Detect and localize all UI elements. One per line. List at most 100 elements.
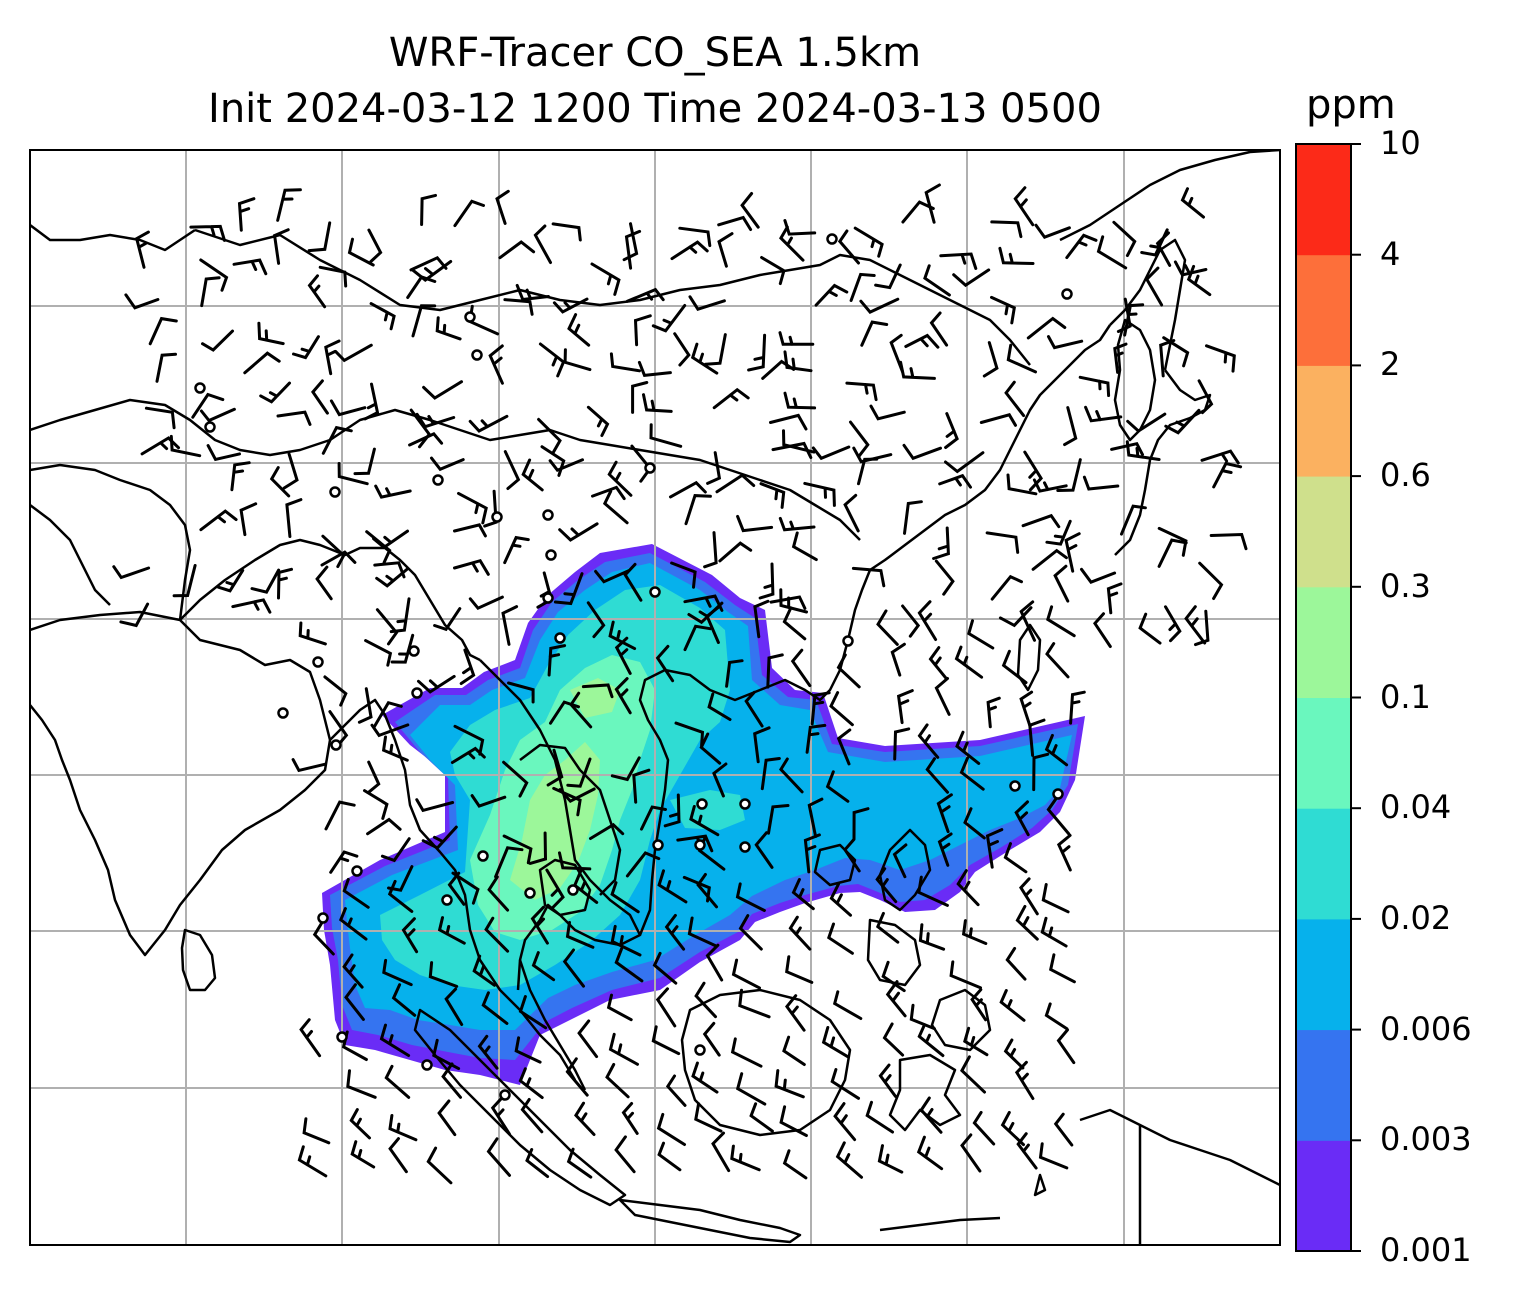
china-north-coast bbox=[1109, 238, 1187, 371]
calm-wind-marker bbox=[464, 311, 476, 323]
wind-barb bbox=[1197, 379, 1214, 415]
wind-barb bbox=[349, 1108, 371, 1140]
colorbar-segment bbox=[1296, 1029, 1351, 1141]
wind-barb bbox=[785, 955, 814, 984]
wind-barb bbox=[1110, 441, 1144, 457]
wind-barb bbox=[282, 452, 299, 490]
wind-barb bbox=[1126, 412, 1167, 433]
calm-wind-marker bbox=[204, 421, 216, 433]
wind-barb bbox=[321, 425, 353, 455]
wind-barb bbox=[664, 913, 686, 951]
wind-barb bbox=[779, 588, 808, 614]
wind-barb bbox=[875, 867, 898, 904]
wind-barb bbox=[1096, 235, 1128, 270]
wind-barb bbox=[878, 1063, 897, 1098]
wind-barb bbox=[486, 1137, 511, 1177]
wind-barb bbox=[849, 272, 876, 302]
wind-barb bbox=[902, 443, 942, 461]
wind-barb bbox=[347, 237, 375, 267]
wind-barb bbox=[890, 642, 906, 677]
wind-barb bbox=[769, 413, 808, 431]
wind-barb bbox=[917, 723, 940, 759]
wind-barb bbox=[140, 436, 180, 456]
wind-barb bbox=[655, 987, 677, 1028]
wind-barb bbox=[990, 220, 1023, 239]
philippines-visayas bbox=[866, 918, 922, 987]
wind-barb bbox=[632, 768, 651, 804]
wind-barb bbox=[409, 255, 448, 272]
plume-level-6 bbox=[510, 742, 600, 900]
wind-barb bbox=[1138, 612, 1162, 645]
wind-barb bbox=[574, 1101, 596, 1136]
wind-barb bbox=[830, 1068, 860, 1100]
colorbar-segment bbox=[1296, 365, 1351, 477]
wind-barb bbox=[372, 700, 403, 729]
wind-barb bbox=[955, 730, 981, 765]
wind-barb bbox=[1045, 519, 1072, 546]
wind-barb bbox=[1021, 513, 1061, 529]
wind-barb bbox=[1116, 297, 1132, 333]
wind-barb bbox=[537, 417, 562, 455]
wind-barb bbox=[934, 677, 951, 716]
wind-barb bbox=[1205, 344, 1236, 373]
wind-barb bbox=[859, 297, 900, 314]
himalaya-border bbox=[179, 538, 481, 662]
wind-barb bbox=[239, 502, 258, 537]
wind-barb bbox=[530, 905, 549, 945]
wind-barb bbox=[1056, 458, 1082, 492]
wind-barb bbox=[803, 481, 836, 507]
wind-barb bbox=[1212, 461, 1243, 489]
wind-barb bbox=[916, 1135, 944, 1171]
colorbar-segment bbox=[1296, 918, 1351, 1031]
wind-barb bbox=[825, 770, 850, 803]
wind-barb bbox=[909, 1003, 936, 1031]
wind-barb bbox=[1082, 475, 1120, 491]
wind-barb bbox=[389, 597, 411, 634]
wind-barb bbox=[1080, 567, 1117, 585]
wind-barb bbox=[782, 606, 807, 641]
calm-wind-marker bbox=[842, 635, 854, 647]
wind-barb bbox=[967, 619, 995, 650]
wind-barb bbox=[1015, 904, 1039, 941]
wind-barb bbox=[625, 287, 665, 303]
wind-barb bbox=[782, 1035, 806, 1066]
wind-barb bbox=[851, 566, 886, 588]
wind-barb bbox=[346, 1069, 377, 1099]
wind-barb bbox=[631, 381, 649, 414]
wind-barb bbox=[656, 1112, 686, 1146]
colorbar-segment bbox=[1296, 1140, 1351, 1252]
wind-barb bbox=[730, 1037, 763, 1068]
calm-wind-marker bbox=[194, 382, 206, 394]
wind-barb bbox=[191, 392, 225, 419]
wind-barb bbox=[390, 633, 415, 664]
wind-barb bbox=[952, 268, 991, 288]
wind-barb bbox=[1069, 690, 1086, 725]
calm-wind-marker bbox=[441, 894, 453, 906]
wind-barb bbox=[375, 608, 399, 646]
wind-barb bbox=[778, 331, 815, 346]
wind-barb bbox=[342, 877, 370, 909]
calm-wind-marker bbox=[351, 865, 363, 877]
wind-barb bbox=[657, 1141, 682, 1172]
map-frame bbox=[29, 149, 1281, 1246]
wind-barb bbox=[520, 1098, 544, 1134]
wind-barb bbox=[747, 333, 767, 372]
wind-barb bbox=[939, 252, 978, 270]
wind-barb bbox=[382, 958, 413, 987]
wind-barb bbox=[670, 240, 709, 261]
wind-barb bbox=[415, 798, 455, 813]
calm-wind-marker bbox=[649, 586, 661, 598]
wind-barb bbox=[669, 480, 707, 499]
calm-wind-marker bbox=[471, 349, 483, 361]
wind-barb bbox=[837, 229, 860, 265]
mekong-basin-borders bbox=[519, 743, 622, 917]
wind-barb bbox=[329, 399, 367, 417]
calm-wind-marker bbox=[432, 474, 444, 486]
wind-barb bbox=[277, 567, 293, 600]
wind-barb bbox=[547, 644, 567, 677]
wind-barb bbox=[453, 724, 485, 756]
wind-barb bbox=[1053, 1112, 1074, 1147]
calm-wind-marker bbox=[499, 1089, 511, 1101]
wind-barb bbox=[515, 283, 550, 302]
wind-barb bbox=[1046, 605, 1076, 638]
